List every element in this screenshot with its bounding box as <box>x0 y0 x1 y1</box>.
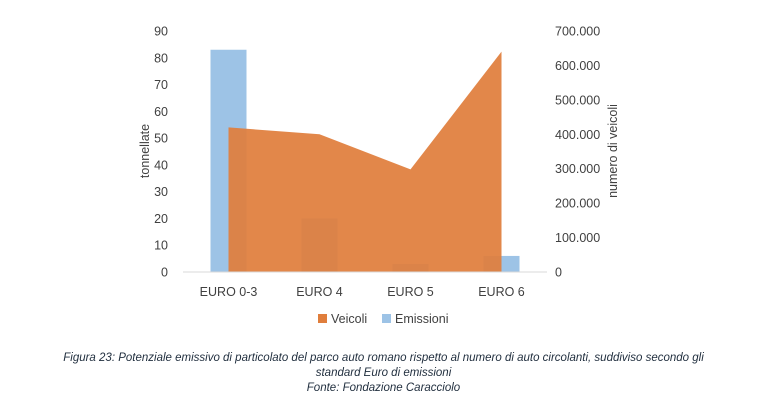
caption-source: Fonte: Fondazione Caracciolo <box>306 382 461 394</box>
left-axis-ticks: 0 10 20 30 40 50 60 70 80 90 <box>154 25 168 280</box>
category-label: EURO 0-3 <box>200 285 258 299</box>
combo-chart: 0 10 20 30 40 50 60 70 80 90 0 100.000 200.000 300.0… <box>138 25 620 327</box>
left-tick-label: 20 <box>154 212 168 226</box>
left-tick-label: 90 <box>154 25 168 39</box>
category-label: EURO 5 <box>387 285 434 299</box>
category-label: EURO 4 <box>296 285 343 299</box>
right-tick-label: 700.000 <box>555 25 600 39</box>
right-tick-label: 100.000 <box>555 231 600 245</box>
category-axis: EURO 0-3 EURO 4 EURO 5 EURO 6 <box>200 285 525 299</box>
caption-line-2: standard Euro di emissioni <box>315 367 452 379</box>
left-axis-title: tonnellate <box>138 124 152 178</box>
right-axis-title: numero di veicoli <box>606 104 620 198</box>
figure-caption: Figura 23: Potenziale emissivo di partic… <box>0 351 767 396</box>
legend-swatch <box>318 314 327 323</box>
left-tick-label: 70 <box>154 78 168 92</box>
right-tick-label: 0 <box>555 266 562 280</box>
right-tick-label: 600.000 <box>555 59 600 73</box>
veicoli-area <box>228 51 502 273</box>
legend-label: Emissioni <box>395 312 449 326</box>
caption-line-1: Figura 23: Potenziale emissivo di partic… <box>63 352 704 364</box>
left-tick-label: 10 <box>154 239 168 253</box>
legend: Veicoli Emissioni <box>318 312 449 326</box>
left-tick-label: 0 <box>161 266 168 280</box>
right-tick-label: 200.000 <box>555 197 600 211</box>
left-tick-label: 40 <box>154 158 168 172</box>
category-label: EURO 6 <box>478 285 525 299</box>
left-tick-label: 50 <box>154 132 168 146</box>
right-axis-ticks: 0 100.000 200.000 300.000 400.000 500.000 600.… <box>555 25 600 280</box>
right-tick-label: 400.000 <box>555 128 600 142</box>
legend-swatch <box>382 314 391 323</box>
left-tick-label: 60 <box>154 105 168 119</box>
left-tick-label: 80 <box>154 51 168 65</box>
right-tick-label: 500.000 <box>555 93 600 107</box>
right-tick-label: 300.000 <box>555 162 600 176</box>
plot-area <box>183 49 547 273</box>
left-tick-label: 30 <box>154 185 168 199</box>
legend-label: Veicoli <box>331 312 367 326</box>
